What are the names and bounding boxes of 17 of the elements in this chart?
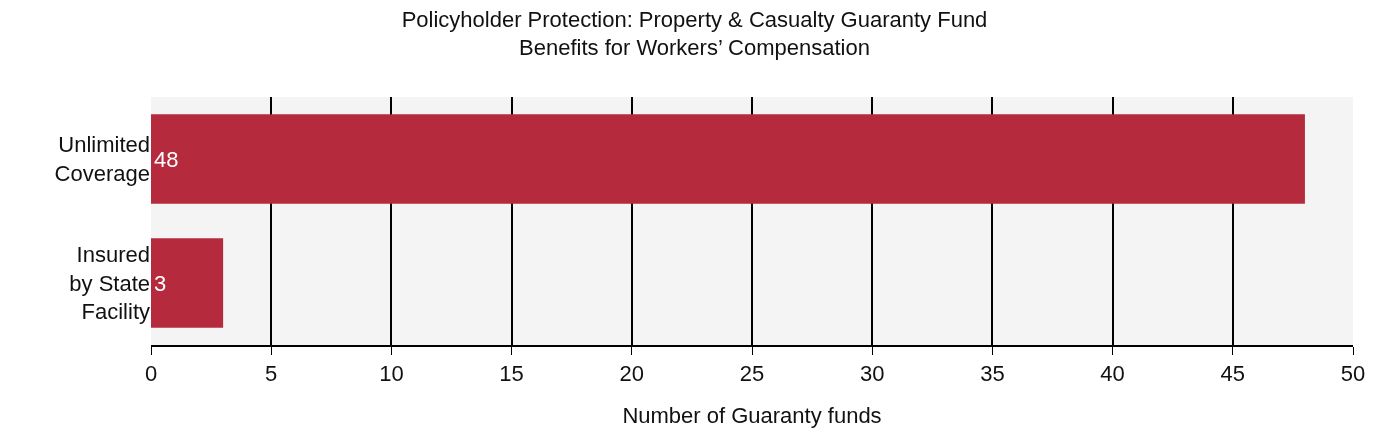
x-tick-label: 10	[379, 361, 404, 387]
x-tick-label: 15	[499, 361, 524, 387]
x-tick-label: 0	[144, 361, 158, 387]
y-tick-label: Unlimited Coverage	[54, 132, 150, 186]
x-tick-label: 50	[1340, 361, 1366, 387]
x-tick-label: 30	[859, 361, 885, 387]
chart-title: Policyholder Protection: Property & Casualty Guaranty Fund Benefits for Workers’ Compensation	[401, 6, 988, 61]
x-tick-label: 5	[265, 361, 278, 387]
x-tick-label: 35	[980, 361, 1005, 387]
x-tick-label: 40	[1100, 361, 1125, 387]
data-label: 3	[154, 270, 167, 296]
data-label: 48	[154, 146, 179, 172]
y-tick-label: Insured by State Facility	[69, 242, 150, 325]
x-axis-title: Number of Guaranty funds	[622, 402, 882, 428]
x-tick-label: 45	[1220, 361, 1246, 387]
x-tick-label: 20	[619, 361, 645, 387]
x-tick-label: 25	[739, 361, 765, 387]
